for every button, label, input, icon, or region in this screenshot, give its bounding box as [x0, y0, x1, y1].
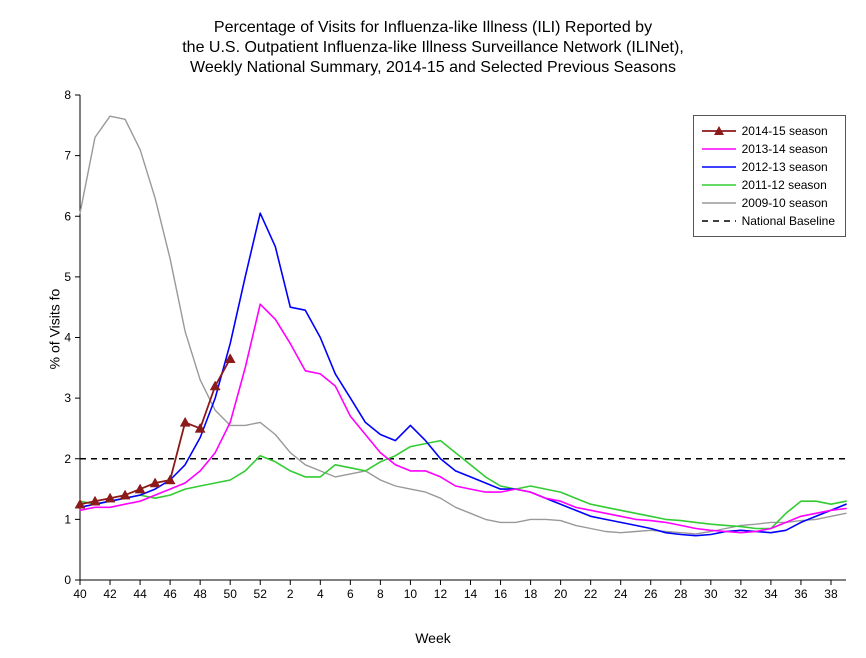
y-tick-label: 2 — [64, 452, 71, 466]
chart-title-line: the U.S. Outpatient Influenza-like Illne… — [0, 38, 866, 58]
chart-container: Percentage of Visits for Influenza-like … — [0, 0, 866, 658]
y-tick-label: 0 — [64, 573, 71, 587]
legend-item-s2013_14: 2013-14 season — [702, 140, 835, 158]
x-tick-label: 48 — [193, 587, 207, 601]
x-tick-label: 18 — [524, 587, 538, 601]
legend-label: 2009-10 season — [742, 196, 828, 210]
x-tick-label: 22 — [584, 587, 598, 601]
y-tick-label: 5 — [64, 270, 71, 284]
legend-item-baseline: National Baseline — [702, 212, 835, 230]
legend-item-s2011_12: 2011-12 season — [702, 176, 835, 194]
y-axis-label: % of Visits fo — [46, 289, 62, 370]
x-tick-label: 28 — [674, 587, 688, 601]
series-marker-s2014_15 — [180, 417, 190, 426]
legend-swatch — [702, 160, 736, 174]
x-tick-label: 26 — [644, 587, 658, 601]
legend-label: 2011-12 season — [742, 178, 827, 192]
x-tick-label: 50 — [224, 587, 238, 601]
series-line-s2013_14 — [80, 304, 846, 533]
legend-swatch — [702, 124, 736, 138]
x-tick-label: 42 — [103, 587, 117, 601]
chart-title-line: Weekly National Summary, 2014-15 and Sel… — [0, 58, 866, 78]
legend: 2014-15 season 2013-14 season 2012-13 seas… — [693, 115, 846, 237]
legend-label: 2014-15 season — [742, 124, 828, 138]
x-tick-label: 38 — [824, 587, 838, 601]
y-tick-label: 8 — [64, 88, 71, 102]
legend-swatch — [702, 196, 736, 210]
x-tick-label: 24 — [614, 587, 628, 601]
legend-swatch — [702, 178, 736, 192]
x-tick-label: 40 — [73, 587, 87, 601]
y-tick-label: 4 — [64, 331, 71, 345]
chart-title: Percentage of Visits for Influenza-like … — [0, 18, 866, 78]
legend-item-s2009_10: 2009-10 season — [702, 194, 835, 212]
series-line-s2011_12 — [80, 441, 846, 529]
y-tick-label: 6 — [64, 209, 71, 223]
x-tick-label: 12 — [434, 587, 448, 601]
x-tick-label: 2 — [287, 587, 294, 601]
x-tick-label: 8 — [377, 587, 384, 601]
legend-item-s2012_13: 2012-13 season — [702, 158, 835, 176]
x-axis-label: Week — [0, 630, 866, 646]
x-tick-label: 10 — [404, 587, 418, 601]
x-tick-label: 14 — [464, 587, 478, 601]
x-tick-label: 4 — [317, 587, 324, 601]
x-tick-label: 52 — [254, 587, 268, 601]
y-tick-label: 7 — [64, 149, 71, 163]
chart-plot: 0123456784042444648505224681012141618202… — [0, 0, 866, 658]
y-tick-label: 3 — [64, 391, 71, 405]
x-tick-label: 16 — [494, 587, 508, 601]
x-tick-label: 30 — [704, 587, 718, 601]
legend-swatch — [702, 214, 736, 228]
legend-item-s2014_15: 2014-15 season — [702, 122, 835, 140]
legend-label: National Baseline — [742, 214, 835, 228]
x-tick-label: 46 — [163, 587, 177, 601]
chart-title-line: Percentage of Visits for Influenza-like … — [0, 18, 866, 38]
legend-swatch — [702, 142, 736, 156]
x-tick-label: 32 — [734, 587, 748, 601]
x-tick-label: 44 — [133, 587, 147, 601]
x-tick-label: 36 — [794, 587, 808, 601]
y-tick-label: 1 — [64, 512, 71, 526]
legend-label: 2013-14 season — [742, 142, 828, 156]
x-tick-label: 20 — [554, 587, 568, 601]
legend-label: 2012-13 season — [742, 160, 828, 174]
x-tick-label: 34 — [764, 587, 778, 601]
x-tick-label: 6 — [347, 587, 354, 601]
